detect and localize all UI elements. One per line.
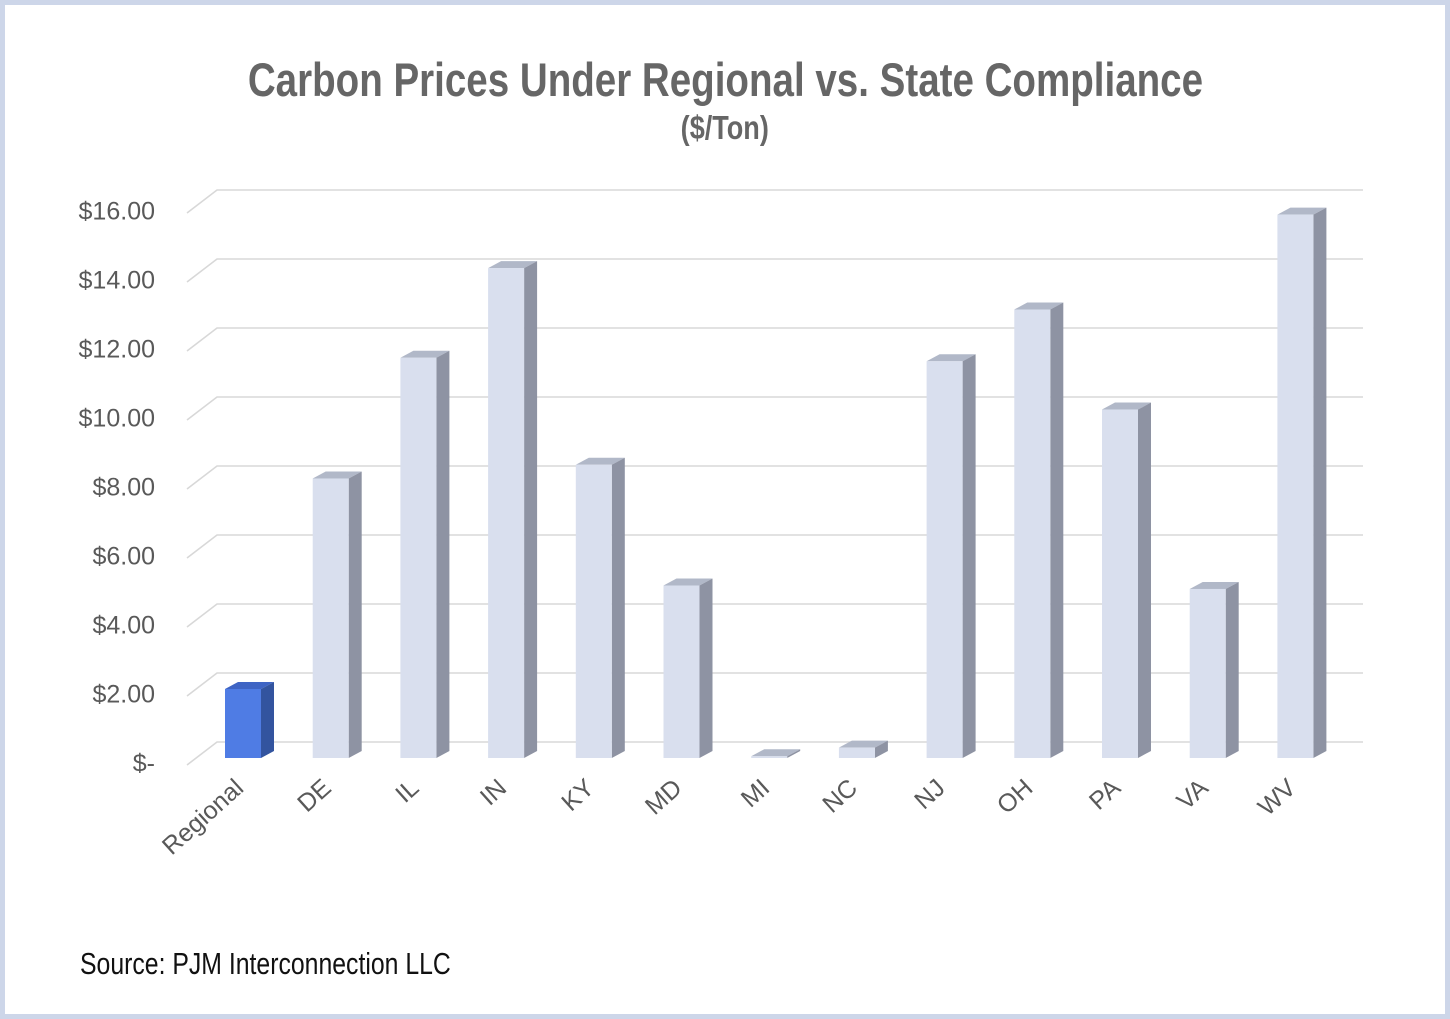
bar-side-NC [874, 740, 888, 758]
chart-subtitle: ($/Ton) [680, 109, 770, 146]
x-category-label: NC [817, 774, 863, 819]
bar-top-WV [1277, 207, 1327, 215]
gridline [186, 672, 1363, 697]
bar-MD [663, 585, 700, 758]
bar-PA [1102, 409, 1138, 758]
bar-NC [838, 747, 875, 758]
x-category-label: WV [1253, 773, 1302, 821]
bar-top-PA [1102, 402, 1151, 410]
bar-side-MI [787, 749, 801, 758]
bar-top-NJ [926, 354, 976, 362]
bar-VA [1189, 588, 1226, 758]
y-tick-label: $16.00 [79, 198, 155, 226]
bar-side-WV [1313, 207, 1327, 758]
bar-side-KY [611, 457, 625, 758]
bar-IL [400, 357, 437, 758]
bar-side-DE [348, 471, 362, 758]
y-tick-label: $10.00 [79, 405, 155, 433]
x-category-label: PA [1084, 773, 1126, 815]
bar-top-OH [1014, 302, 1064, 310]
y-tick-label: $4.00 [92, 612, 155, 640]
bar-top-IN [488, 261, 538, 269]
gridline [186, 534, 1363, 559]
y-tick-label: $12.00 [79, 336, 155, 364]
bar-side-MD [699, 578, 713, 758]
bar-top-MD [663, 578, 713, 586]
bar-side-IL [436, 350, 450, 758]
gridline [186, 327, 1363, 352]
bar-side-IN [524, 261, 538, 758]
x-category-label: DE [292, 774, 337, 818]
bar-side-Regional [261, 682, 274, 758]
bar-top-MI [751, 749, 801, 757]
x-category-label: MD [640, 774, 688, 821]
y-tick-label: $6.00 [92, 543, 155, 571]
bar-side-PA [1138, 402, 1151, 758]
bar-top-IL [400, 350, 450, 358]
bar-MI [751, 756, 788, 758]
source-caption: Source: PJM Interconnection LLC [80, 946, 451, 981]
bar-KY [575, 464, 612, 758]
bar-DE [312, 478, 349, 758]
x-category-label: KY [556, 773, 600, 816]
bar-Regional [225, 689, 261, 758]
gridline [186, 603, 1363, 628]
gridline [186, 741, 1363, 766]
bar-NJ [926, 361, 963, 758]
bar-top-NC [838, 740, 888, 748]
y-tick-label: $14.00 [79, 267, 155, 295]
bar-top-DE [312, 471, 362, 479]
x-category-label: OH [992, 774, 1039, 820]
y-tick-label: $- [133, 750, 155, 778]
x-category-label: IL [390, 774, 424, 809]
gridline [186, 465, 1363, 490]
y-tick-label: $8.00 [92, 474, 155, 502]
bar-IN [488, 268, 525, 758]
gridline [186, 396, 1363, 421]
x-category-label: IN [475, 774, 512, 812]
gridline [186, 189, 1363, 214]
y-tick-label: $2.00 [92, 681, 155, 709]
x-category-label: MI [736, 774, 775, 813]
bar-top-VA [1189, 581, 1239, 589]
gridline [186, 258, 1363, 283]
bar-top-KY [575, 457, 625, 465]
chart-title: Carbon Prices Under Regional vs. State C… [247, 53, 1203, 106]
bar-OH [1014, 309, 1051, 758]
x-category-label: NJ [909, 774, 950, 815]
bar-side-OH [1050, 302, 1064, 758]
bar-side-NJ [962, 354, 976, 758]
x-category-label: VA [1172, 773, 1214, 815]
x-category-label: Regional [157, 774, 249, 861]
bar-WV [1277, 214, 1314, 758]
bar-top-Regional [225, 682, 274, 689]
bar-side-VA [1225, 581, 1239, 758]
